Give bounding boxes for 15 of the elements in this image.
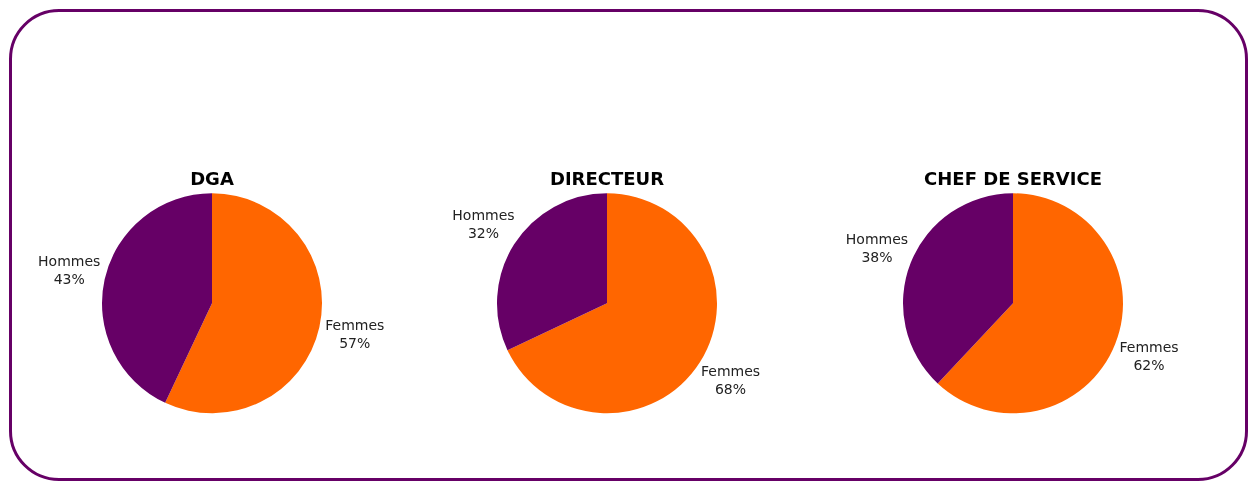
slice-label: Hommes bbox=[845, 231, 909, 248]
data-label: 43% bbox=[53, 271, 85, 288]
slice-label: Hommes bbox=[452, 206, 515, 223]
slice-label: Femmes bbox=[700, 363, 761, 380]
slice-label: Femmes bbox=[325, 316, 385, 333]
slice-label: Femmes bbox=[1119, 338, 1179, 355]
data-label: 57% bbox=[339, 334, 371, 351]
slice-label: Hommes bbox=[38, 253, 101, 270]
data-label: 38% bbox=[861, 249, 893, 266]
data-label: 68% bbox=[714, 381, 747, 398]
data-label: 62% bbox=[1133, 356, 1165, 373]
data-label: 32% bbox=[467, 224, 500, 241]
chart-title: DGA bbox=[190, 168, 234, 190]
chart-title: DIRECTEUR bbox=[549, 168, 665, 190]
chart-title: CHEF DE SERVICE bbox=[924, 168, 1102, 190]
